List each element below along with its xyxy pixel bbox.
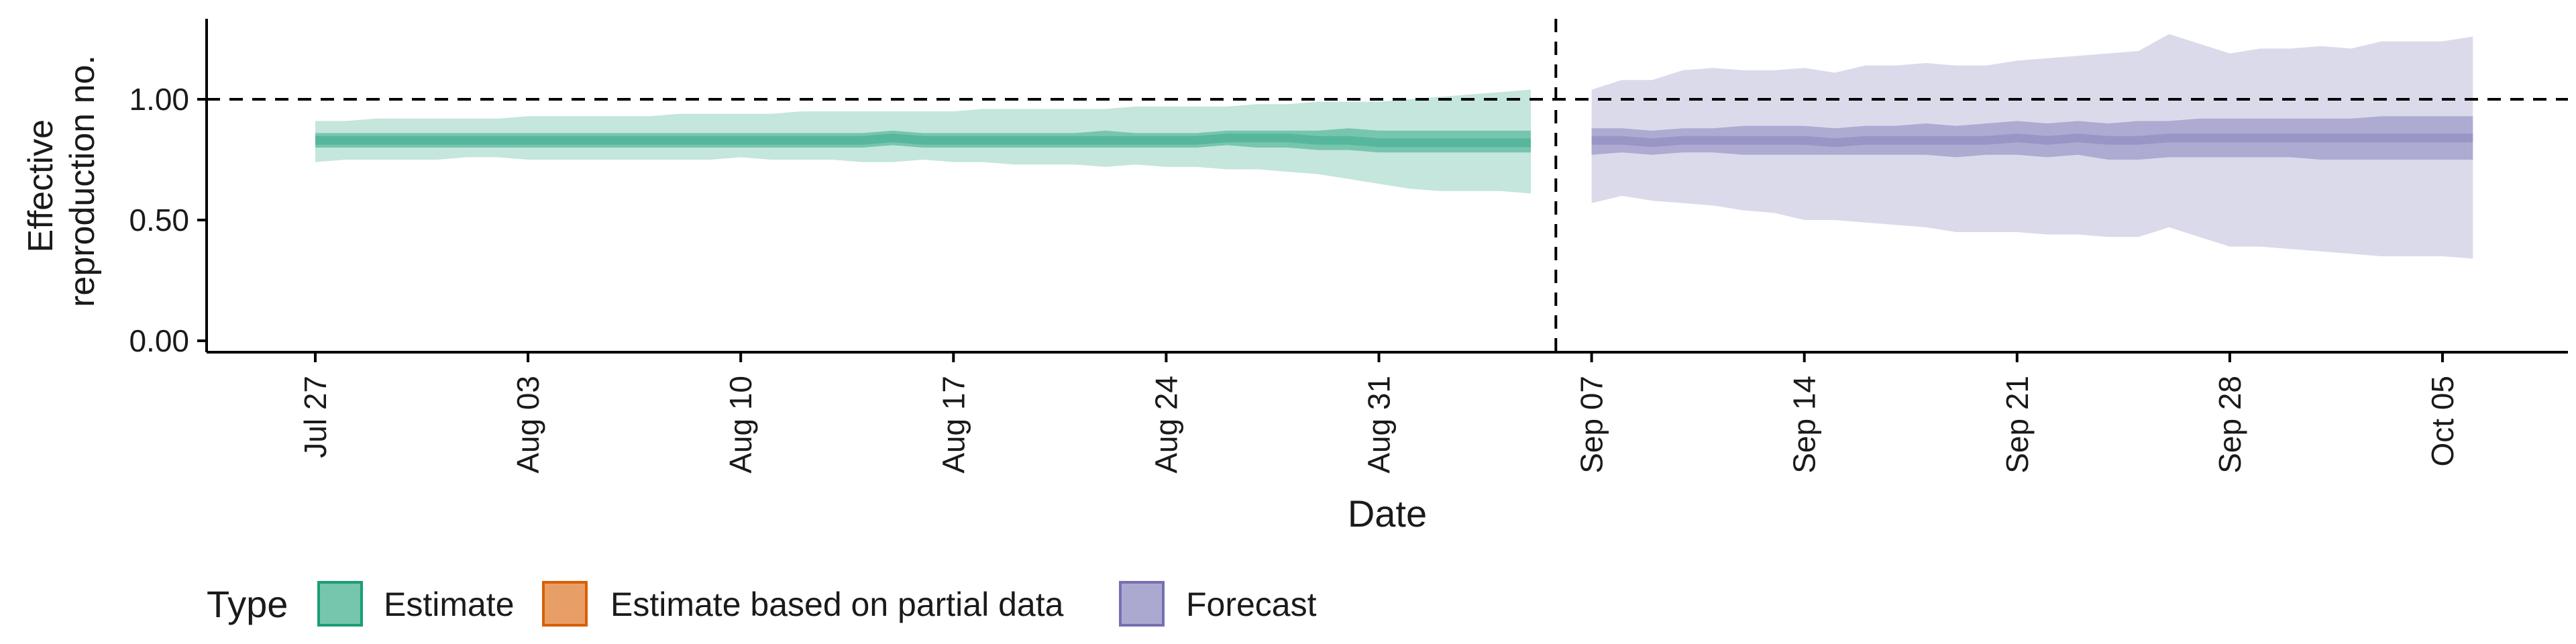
legend-label-estimate: Estimate [384, 586, 515, 623]
forecast-band-90 [1591, 34, 2473, 259]
y-axis-label: Effective reproduction no. [21, 55, 102, 307]
legend-key-forecast [1119, 581, 1165, 627]
legend-label-forecast: Forecast [1186, 586, 1317, 623]
y-tick-label: 0.00 [129, 323, 189, 358]
x-tick-label: Sep 21 [2000, 376, 2035, 474]
x-tick-label: Aug 24 [1148, 376, 1183, 474]
x-axis-ticks: Jul 27 Aug 03 Aug 10 Aug 17 Aug 24 Aug 31 Sep … [298, 352, 2460, 474]
legend-key-estimate [317, 581, 363, 627]
estimate-band-median [315, 133, 1531, 148]
x-tick-label: Oct 05 [2425, 376, 2460, 467]
estimate-band-90 [315, 89, 1531, 194]
y-axis-ticks: 0.00 0.50 1.00 [129, 82, 207, 358]
x-tick-label: Sep 07 [1574, 376, 1609, 474]
legend-key-estimate-partial [542, 581, 588, 627]
x-tick-label: Sep 14 [1787, 376, 1822, 474]
legend-title: Type [207, 583, 288, 625]
x-tick-label: Sep 28 [2212, 376, 2247, 474]
y-tick-label: 1.00 [129, 82, 189, 117]
legend: Type Estimate Estimate based on partial … [207, 581, 1317, 627]
legend-label-estimate-partial: Estimate based on partial data [610, 586, 1064, 623]
forecast-band-median [1591, 133, 2473, 148]
x-tick-label: Jul 27 [298, 376, 333, 458]
forecast-band-50 [1591, 116, 2473, 160]
x-tick-label: Aug 31 [1362, 376, 1397, 474]
x-tick-label: Aug 03 [511, 376, 545, 474]
y-axis-label-line-2: reproduction no. [63, 55, 102, 307]
estimate-band-50 [315, 128, 1531, 153]
x-axis-label: Date [1348, 492, 1427, 535]
series-bands [315, 34, 2473, 259]
y-tick-label: 0.50 [129, 203, 189, 237]
x-tick-label: Aug 10 [723, 376, 758, 474]
y-axis-label-line-1: Effective [21, 119, 60, 252]
x-tick-label: Aug 17 [936, 376, 971, 474]
